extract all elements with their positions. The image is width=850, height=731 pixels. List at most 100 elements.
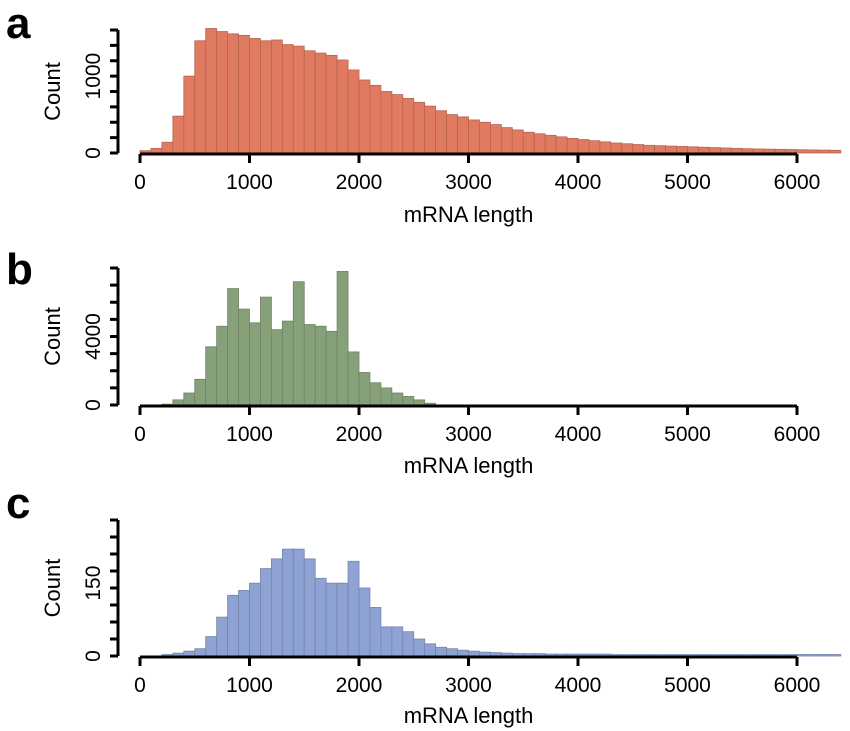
histogram-bar	[698, 146, 710, 154]
histogram-bar	[687, 146, 699, 154]
x-tick-label: 0	[134, 674, 146, 697]
histogram-bar	[555, 136, 568, 154]
panel-letter: b	[6, 245, 33, 294]
histogram-bar	[435, 646, 447, 657]
histogram-bar	[194, 378, 207, 406]
y-tick-label: 4000	[82, 313, 105, 360]
histogram-bar	[522, 131, 535, 154]
panel-c: c 0 1000 2000 3000 4000 5000 6000 0 150 mRNA lengt…	[6, 479, 842, 728]
histogram-bar	[818, 149, 831, 154]
histogram-bar	[829, 654, 842, 657]
x-axis-label: mRNA length	[404, 703, 534, 728]
histogram-bar	[424, 643, 437, 657]
histogram-bar	[621, 143, 634, 154]
histogram-bar	[249, 582, 261, 657]
histogram-bar	[216, 616, 228, 657]
x-tick-label: 2000	[336, 171, 383, 194]
histogram-bar	[325, 330, 338, 406]
x-tick-label: 3000	[445, 423, 492, 446]
histogram-bar	[599, 141, 612, 154]
histogram-bar	[796, 654, 809, 657]
histogram-bar	[303, 558, 316, 657]
histogram-bar	[446, 114, 458, 154]
histogram-bar	[249, 322, 261, 406]
histogram-bar	[818, 654, 831, 657]
histogram-bar	[719, 147, 732, 154]
histogram-bar	[446, 648, 458, 657]
histogram-bar	[500, 127, 513, 154]
histogram-bar	[489, 652, 502, 657]
histogram-bar	[336, 59, 349, 154]
x-tick-label: 1000	[226, 674, 273, 697]
histogram-bar	[281, 548, 294, 657]
histogram-bar	[325, 54, 338, 154]
y-axis-label: Count	[40, 307, 65, 366]
histogram-bar	[270, 558, 283, 657]
histogram-bar	[763, 148, 776, 154]
histogram-bar	[479, 651, 491, 657]
x-tick-label: 2000	[336, 423, 383, 446]
histogram-bar	[314, 325, 327, 406]
histogram-bar	[413, 638, 426, 657]
histogram-bar	[643, 144, 656, 154]
y-axis-label: Count	[40, 559, 65, 618]
histogram-bar	[654, 145, 667, 154]
histogram-bar	[391, 94, 404, 154]
histogram-bar	[457, 649, 469, 657]
histogram-bar	[205, 636, 218, 657]
histogram-bar	[325, 582, 338, 657]
histogram-bar	[380, 626, 393, 657]
histogram-bar	[413, 399, 426, 406]
histogram-bar	[358, 587, 371, 657]
histogram-bar	[457, 116, 469, 154]
bars	[161, 271, 437, 406]
histogram-bar	[468, 119, 480, 154]
histogram-bar	[369, 607, 382, 657]
histogram-bar	[610, 142, 623, 154]
histogram-bar	[194, 648, 207, 657]
histogram-bar	[676, 146, 688, 154]
histogram-bar	[292, 548, 305, 657]
histogram-bar	[369, 84, 382, 154]
x-tick-label: 5000	[664, 171, 711, 194]
histogram-bar	[281, 320, 294, 406]
histogram-bar	[413, 101, 426, 154]
histogram-bar	[402, 396, 415, 406]
histogram-bar	[380, 387, 393, 406]
bars	[139, 28, 842, 154]
histogram-bar	[402, 98, 415, 154]
y-tick-label: 0	[82, 399, 105, 411]
histogram-bar	[281, 44, 294, 154]
y-axis-label: Count	[40, 62, 65, 121]
histogram-bar	[785, 149, 798, 154]
histogram-bar	[260, 568, 272, 657]
histogram-bar	[161, 141, 174, 154]
histogram-bar	[194, 40, 207, 154]
x-tick-label: 4000	[555, 674, 602, 697]
y-tick-label: 0	[82, 650, 105, 662]
x-tick-label: 0	[134, 171, 146, 194]
histogram-bar	[402, 631, 415, 657]
panel-a: a 0 1000 2000 3000 4000 5000 6000 0 1000 mRNA leng…	[6, 0, 842, 227]
histogram-bar	[391, 392, 404, 406]
x-axis-label: mRNA length	[404, 453, 534, 478]
x-tick-label: 3000	[445, 674, 492, 697]
histogram-bar	[796, 149, 809, 154]
panel-b: b 0 1000 2000 3000 4000 5000 6000 0 4000 mRNA leng…	[6, 245, 820, 478]
x-tick-label: 5000	[664, 423, 711, 446]
histogram-bar	[730, 147, 743, 154]
x-tick-label: 6000	[774, 423, 821, 446]
histogram-bar	[303, 324, 316, 406]
x-tick-label: 0	[134, 423, 146, 446]
histogram-bar	[336, 271, 349, 406]
bars	[161, 548, 842, 657]
histogram-bar	[172, 399, 185, 406]
histogram-bar	[216, 325, 228, 406]
histogram-bar	[544, 134, 557, 154]
histogram-bar	[227, 33, 239, 154]
x-axis-label: mRNA length	[404, 202, 534, 227]
x-tick-label: 3000	[445, 171, 492, 194]
x-tick-label: 4000	[555, 171, 602, 194]
histogram-bar	[205, 346, 218, 406]
x-tick-label: 6000	[774, 171, 821, 194]
